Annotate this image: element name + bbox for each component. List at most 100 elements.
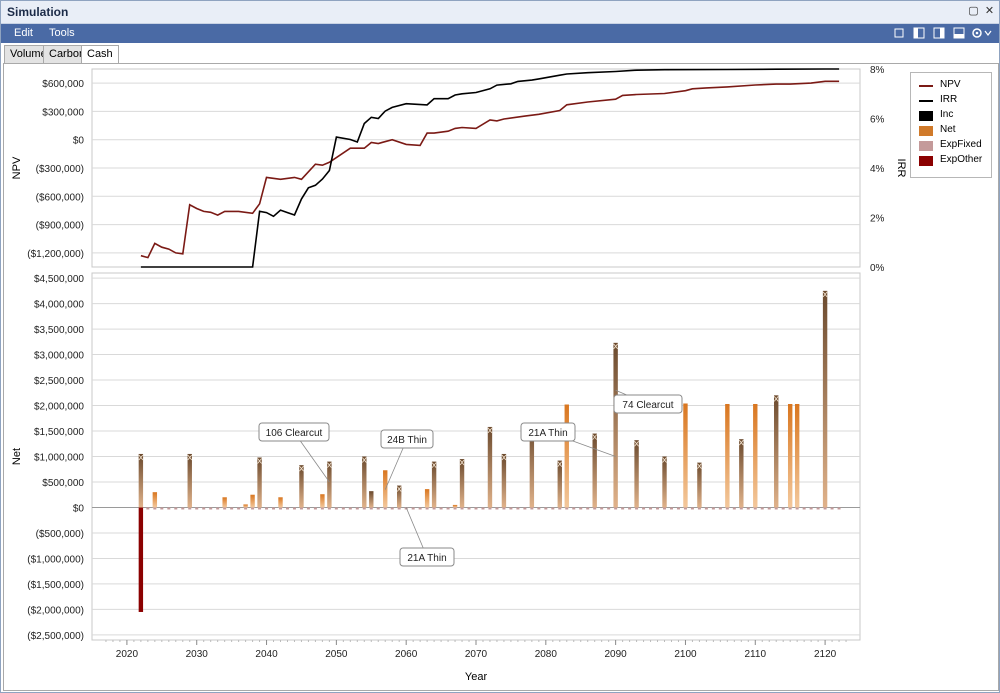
net-bar (697, 462, 702, 508)
expfixed-mark (355, 507, 359, 510)
expfixed-mark (299, 507, 303, 510)
panel-bottom-icon[interactable] (953, 27, 965, 39)
bar-hatch (697, 463, 702, 469)
legend: NPV IRR Inc Net ExpFixed ExpOther (910, 72, 992, 178)
net-tick-label: ($2,000,000) (27, 605, 84, 616)
net-bar (299, 465, 304, 508)
close-icon[interactable]: ✕ (984, 5, 995, 17)
expfixed-mark (802, 507, 806, 510)
net-tick-label: $0 (73, 503, 85, 514)
expfixed-mark (146, 507, 150, 510)
net-tick-label: $500,000 (42, 478, 84, 489)
expfixed-mark (474, 507, 478, 510)
expfixed-mark (362, 507, 366, 510)
settings-icon[interactable] (971, 27, 993, 39)
expfixed-mark (523, 507, 527, 510)
year-axis-label: Year (465, 671, 488, 683)
bar-hatch (557, 461, 563, 467)
irr-tick-label: 4% (870, 164, 885, 175)
menu-tools[interactable]: Tools (49, 27, 75, 39)
expfixed-mark (272, 507, 276, 510)
net-bar (564, 404, 569, 508)
menu-edit[interactable]: Edit (14, 27, 33, 39)
annotation-label: 24B Thin (387, 435, 427, 446)
annotation-label: 21A Thin (407, 553, 446, 564)
bar-hatch (501, 454, 507, 461)
bar-hatch (634, 440, 639, 447)
bar-hatch (822, 291, 828, 298)
expfixed-mark (830, 507, 834, 510)
net-bar (822, 290, 828, 508)
net-bar (634, 440, 639, 508)
legend-label: NPV (940, 79, 961, 90)
expfixed-mark (509, 507, 513, 510)
expfixed-mark (209, 507, 213, 510)
legend-swatch-irr (919, 100, 933, 102)
expfixed-mark (313, 507, 317, 510)
net-bar (431, 461, 437, 508)
net-bar-panel: $4,500,000 $4,000,000 $3,500,000 $3,000,000… (11, 272, 861, 683)
tab-volume[interactable]: Volume (4, 45, 53, 64)
legend-swatch-expother (919, 156, 933, 166)
panel-right-icon[interactable] (933, 27, 945, 39)
net-bar (662, 456, 667, 508)
net-bar (774, 395, 779, 508)
expfixed-mark (551, 507, 555, 510)
expfixed-mark (258, 507, 262, 510)
legend-label: IRR (940, 94, 958, 105)
expfixed-mark (292, 507, 296, 510)
irr-tick-label: 2% (870, 214, 885, 225)
npv-tick-label: $300,000 (42, 107, 84, 118)
expfixed-mark (739, 507, 743, 510)
year-tick-label: 2080 (535, 649, 558, 660)
expfixed-mark (628, 507, 632, 510)
net-axis-label: Net (11, 448, 23, 465)
expfixed-mark (481, 507, 485, 510)
net-tick-label: ($500,000) (36, 529, 84, 540)
bar-hatch (396, 486, 402, 492)
expfixed-mark (167, 507, 171, 510)
legend-label: ExpOther (940, 154, 983, 165)
expfixed-mark (446, 507, 450, 510)
bar-hatch (738, 439, 744, 446)
expfixed-mark (306, 507, 310, 510)
legend-label: Net (940, 124, 956, 135)
tab-cash-flow[interactable]: Cash Flow (81, 45, 119, 77)
net-bar (557, 460, 562, 508)
maximize-icon[interactable]: ▢ (968, 5, 979, 17)
bar-hatch (662, 457, 667, 463)
net-bar (725, 403, 730, 508)
expfixed-mark (195, 507, 199, 510)
net-bar (222, 497, 227, 508)
expfixed-mark (774, 507, 778, 510)
annotation-box (520, 422, 576, 442)
expfixed-mark (649, 507, 653, 510)
expfixed-mark (572, 507, 576, 510)
expfixed-mark (334, 507, 338, 510)
year-tick-label: 2040 (255, 649, 278, 660)
net-bar (529, 425, 535, 508)
expfixed-mark (788, 507, 792, 510)
npv-axis-label: NPV (11, 156, 23, 179)
year-tick-label: 2020 (116, 649, 139, 660)
expother-bar (138, 507, 144, 612)
annotation-box (258, 422, 330, 442)
net-bar (320, 494, 325, 508)
net-tick-label: $3,000,000 (34, 351, 84, 362)
net-tick-label: $2,000,000 (34, 402, 84, 413)
legend-swatch-expfixed (919, 141, 933, 151)
npv-tick-label: $600,000 (42, 79, 84, 90)
expfixed-mark (244, 507, 248, 510)
net-bar (683, 403, 688, 508)
irr-axis-label: IRR (895, 159, 907, 178)
expfixed-mark (251, 507, 255, 510)
expfixed-mark (746, 507, 750, 510)
window-title: Simulation (7, 5, 69, 19)
panel-left-icon[interactable] (913, 27, 925, 39)
bar-hatch (431, 462, 437, 468)
annotation-label: 21A Thin (528, 428, 567, 439)
expfixed-mark (376, 507, 380, 510)
panel-single-icon[interactable] (893, 27, 905, 39)
expfixed-mark (809, 507, 813, 510)
